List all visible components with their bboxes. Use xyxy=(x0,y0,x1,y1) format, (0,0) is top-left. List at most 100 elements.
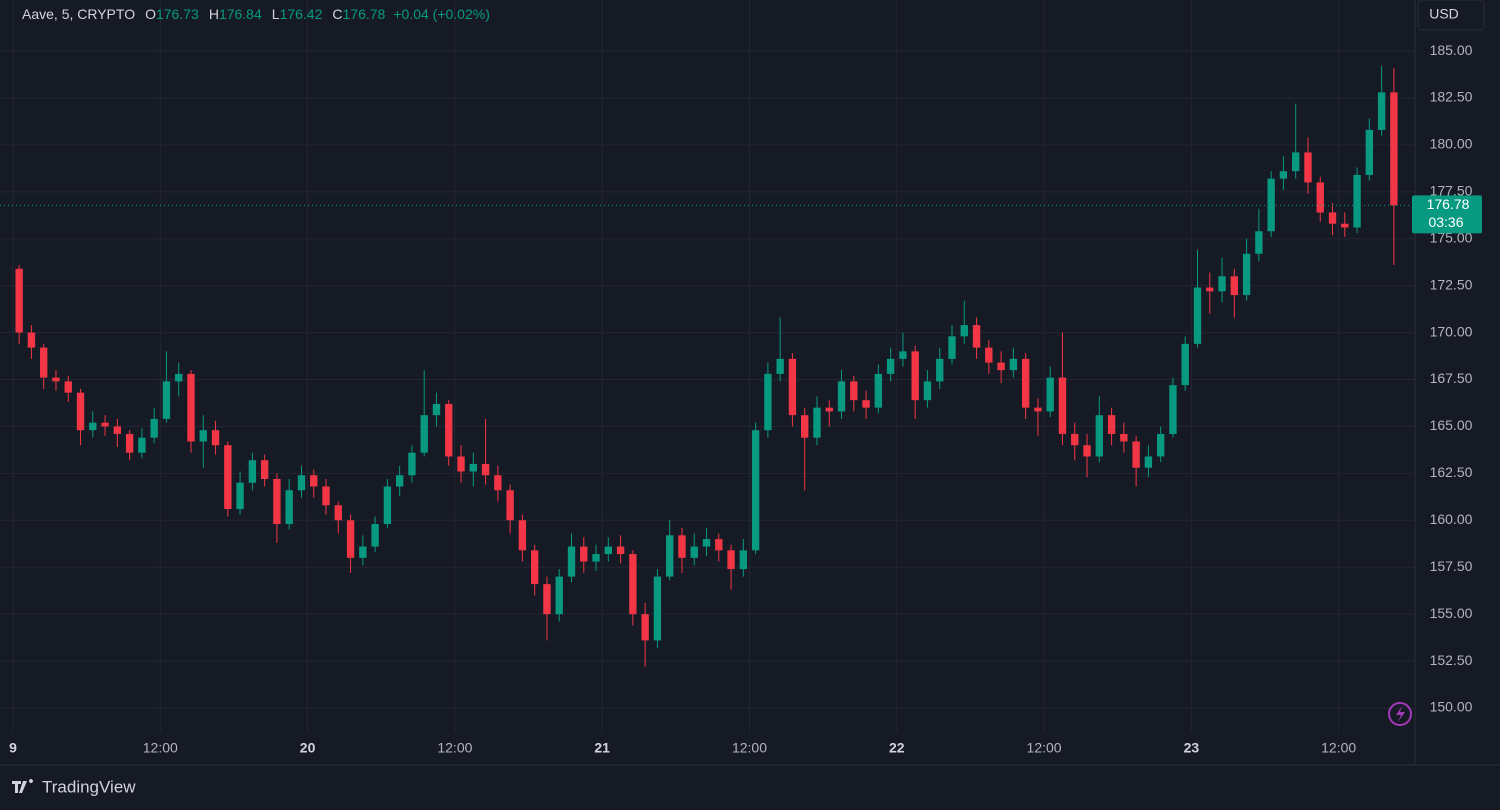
candle-body xyxy=(506,490,514,521)
x-tick-label: 12:00 xyxy=(1321,740,1356,756)
candle-body xyxy=(494,475,502,491)
candle-body xyxy=(1156,433,1165,457)
candle-body xyxy=(1169,385,1177,434)
candle-body xyxy=(260,460,269,479)
candle-body xyxy=(395,475,404,487)
candle-body xyxy=(1132,441,1140,468)
icon-bolt[interactable] xyxy=(1396,706,1405,722)
ohlc-value: 176.84 xyxy=(219,6,262,22)
y-tick-label: 177.50 xyxy=(1430,183,1473,199)
candle-body xyxy=(175,373,183,382)
candle-body xyxy=(801,415,809,438)
candle-body xyxy=(138,437,146,453)
candle-body xyxy=(555,576,563,615)
candle-body xyxy=(359,546,367,558)
y-tick-label: 150.00 xyxy=(1430,699,1473,715)
candle-body xyxy=(751,430,760,551)
grid xyxy=(0,0,1415,732)
currency-button[interactable] xyxy=(1417,0,1485,31)
candle-body xyxy=(923,381,932,401)
y-tick-label: 162.50 xyxy=(1430,464,1473,480)
candle-body xyxy=(1316,182,1324,213)
candle-body xyxy=(1083,445,1091,457)
candle-body xyxy=(972,325,981,348)
candle-body xyxy=(985,347,993,363)
candle-body xyxy=(629,554,637,615)
candle-body xyxy=(162,381,171,419)
logo-mark[interactable] xyxy=(12,779,33,793)
candle-body xyxy=(666,535,674,577)
y-tick-label: 160.00 xyxy=(1430,511,1473,527)
x-tick-label: 12:00 xyxy=(1027,740,1062,756)
candle-body xyxy=(1390,92,1398,206)
candle-body xyxy=(543,584,551,615)
quick-action-icon[interactable] xyxy=(1388,702,1412,726)
candle-body xyxy=(1230,276,1239,296)
candle-body xyxy=(825,407,833,412)
currency[interactable]: USD xyxy=(1429,6,1459,22)
candle-body xyxy=(1021,358,1030,408)
candle-body xyxy=(616,546,625,555)
candle-body xyxy=(1071,433,1079,446)
candle-body xyxy=(1058,377,1067,434)
icon-circle[interactable] xyxy=(1388,702,1412,726)
ohlc-value: 176.42 xyxy=(280,6,323,22)
candle-body xyxy=(592,554,600,562)
candle-body xyxy=(739,550,748,570)
candle-body xyxy=(199,430,207,442)
candle-body xyxy=(224,445,232,510)
y-tick-label: 185.00 xyxy=(1430,42,1473,58)
candle-body xyxy=(310,475,318,487)
candle-body xyxy=(1107,415,1116,434)
candle-body xyxy=(76,392,85,431)
candle-body xyxy=(285,490,293,525)
candle-body xyxy=(15,268,23,333)
candle-body xyxy=(1095,415,1103,457)
candle-body xyxy=(371,524,379,547)
candle-body xyxy=(911,351,919,401)
candle-body xyxy=(997,362,1005,371)
y-tick-label: 182.50 xyxy=(1430,89,1473,105)
candle-body xyxy=(886,358,895,374)
brand-name[interactable]: TradingView xyxy=(42,777,136,796)
y-tick-label: 180.00 xyxy=(1430,136,1473,152)
ohlc-label: C xyxy=(332,6,342,22)
candle-body xyxy=(727,550,735,570)
x-tick-label: 22 xyxy=(889,740,905,756)
ohlc-value: 176.78 xyxy=(343,6,386,22)
y-tick-label: 172.50 xyxy=(1430,276,1473,292)
x-tick-label: 12:00 xyxy=(143,740,178,756)
candle-body xyxy=(837,381,846,412)
candle-body xyxy=(1144,456,1153,468)
candle-body xyxy=(420,415,428,453)
y-tick-label: 167.50 xyxy=(1430,370,1473,386)
candle-body xyxy=(1353,174,1361,228)
candle-body xyxy=(899,351,907,359)
candle-body xyxy=(322,486,330,506)
candle-body xyxy=(1304,152,1312,183)
axes: 150.00 152.50 155.00 157.50 160.00 162.50 165.… xyxy=(0,42,1482,756)
last-price-tag xyxy=(1412,195,1482,234)
candle-body xyxy=(1034,407,1042,412)
ohlc-label: O xyxy=(145,6,156,22)
x-tick-label: 20 xyxy=(300,740,316,756)
candle-body xyxy=(1046,377,1054,412)
candle-body xyxy=(236,482,244,510)
candle-body xyxy=(530,550,539,585)
x-tick-label: 12:00 xyxy=(437,740,472,756)
x-tick-label: 9 xyxy=(9,740,17,756)
candle-body xyxy=(1009,358,1018,371)
candle-body xyxy=(776,358,784,374)
candle-body xyxy=(89,422,97,431)
candle-body xyxy=(273,478,281,525)
candle-body xyxy=(1120,433,1128,442)
candle-body xyxy=(1267,178,1275,232)
candle-body xyxy=(653,576,662,641)
y-tick-label: 165.00 xyxy=(1430,417,1473,433)
candle-body xyxy=(1341,223,1349,228)
candles xyxy=(15,66,1398,667)
brand-logo[interactable]: TradingView xyxy=(12,777,136,796)
candle-body xyxy=(125,433,134,453)
